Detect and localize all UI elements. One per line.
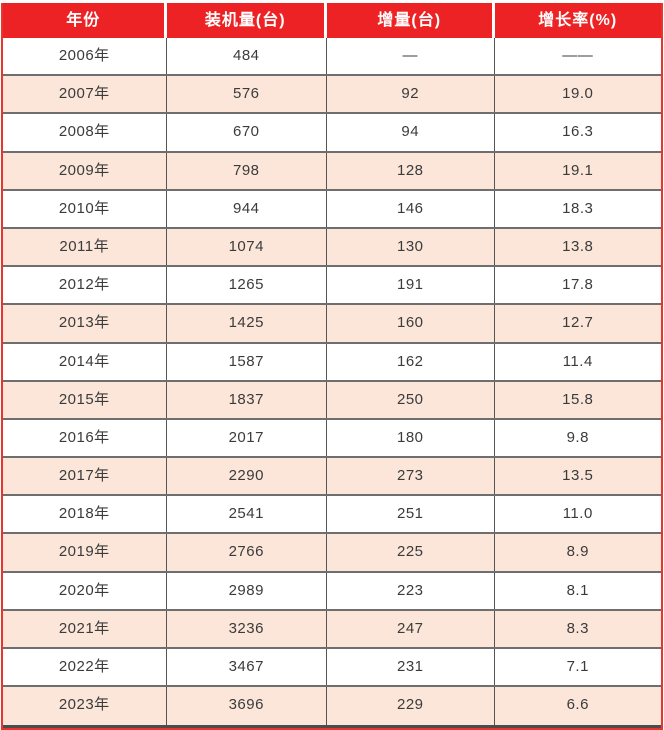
table-row: 2008年 670 94 16.3 [3, 114, 661, 153]
increment-cell: 160 [327, 305, 495, 342]
installed-cell: 3467 [167, 649, 327, 686]
table-frame: 年份 装机量(台) 增量(台) 增长率(%) 2006年 484— —— 2007年 5… [1, 3, 663, 730]
year-cell: 2012年 [3, 267, 167, 304]
increment-cell: 223 [327, 572, 495, 609]
increment-cell: 231 [327, 649, 495, 686]
table-row: 2022年 3467 231 7.1 [3, 649, 661, 688]
growth-cell: 12.7 [562, 314, 594, 332]
year-cell: 2019年 [3, 534, 167, 571]
year-cell: 2021年 [3, 610, 167, 647]
installed-cell: 484 [167, 38, 327, 75]
year-cell: 2023年 [3, 687, 167, 726]
year-cell: 2016年 [3, 419, 167, 457]
table-row: 2016年 2017 180 9.8 [3, 419, 661, 459]
table-row: 2011年 1074 130 13.8 [3, 228, 661, 268]
table-row: 2010年 944 146 18.3 [3, 190, 661, 229]
year-cell: 2020年 [3, 572, 167, 609]
growth-cell: 13.5 [562, 467, 594, 485]
installed-cell: 798 [167, 152, 327, 189]
installed-cell: 2541 [167, 496, 327, 533]
year-cell: 2018年 [3, 496, 167, 533]
growth-cell: 13.8 [562, 237, 594, 255]
table-row: 2009年 798 128 19.1 [3, 152, 661, 191]
installed-cell: 576 [167, 76, 327, 113]
header-growth: 增长率(%) [538, 12, 618, 29]
growth-cell: 19.1 [562, 161, 594, 179]
increment-cell: 191 [327, 267, 495, 304]
increment-cell: — [327, 38, 495, 75]
installed-cell: 1587 [167, 343, 327, 380]
increment-cell: 146 [327, 190, 495, 227]
growth-cell: —— [562, 47, 594, 64]
installed-cell: 3696 [167, 687, 327, 726]
increment-cell: 128 [327, 152, 495, 189]
growth-cell: 15.8 [562, 390, 594, 408]
growth-cell: 18.3 [562, 199, 594, 217]
installed-cell: 1837 [167, 381, 327, 418]
table-row: 2013年 1425 160 12.7 [3, 305, 661, 344]
installed-cell: 3236 [167, 610, 327, 647]
installed-cell: 944 [167, 190, 327, 227]
table-row: 2021年 3236 247 8.3 [3, 610, 661, 649]
increment-cell: 229 [327, 687, 495, 726]
growth-cell: 17.8 [562, 276, 594, 294]
year-cell: 2011年 [3, 228, 167, 266]
installed-cell: 1425 [167, 305, 327, 342]
header-installed: 装机量(台) [167, 3, 327, 38]
increment-cell: 251 [327, 496, 495, 533]
table-row: 2018年 2541 251 11.0 [3, 496, 661, 535]
table-row: 2020年 2989 223 8.1 [3, 572, 661, 611]
growth-cell: 8.3 [566, 619, 589, 637]
year-cell: 2006年 [3, 38, 167, 75]
installed-cell: 2989 [167, 572, 327, 609]
growth-cell: 11.0 [562, 505, 593, 523]
table-row: 2006年 484— —— [3, 38, 661, 77]
header-increment: 增量(台) [327, 3, 495, 38]
header-year: 年份 [3, 3, 167, 38]
year-cell: 2008年 [3, 114, 167, 151]
growth-cell: 11.4 [562, 352, 593, 370]
table-row: 2017年 2290 273 13.5 [3, 458, 661, 497]
year-cell: 2009年 [3, 152, 167, 189]
table-row: 2007年 576 92 19.0 [3, 76, 661, 115]
growth-cell: 19.0 [562, 85, 594, 103]
year-cell: 2007年 [3, 76, 167, 113]
growth-cell: 8.1 [566, 581, 589, 599]
year-cell: 2014年 [3, 343, 167, 380]
growth-cell: 16.3 [562, 123, 594, 141]
installed-cell: 1265 [167, 267, 327, 304]
increment-cell: 273 [327, 458, 495, 495]
increment-cell: 162 [327, 343, 495, 380]
growth-cell: 6.6 [566, 696, 589, 714]
table-row: 2014年 1587 162 11.4 [3, 343, 661, 382]
increment-cell: 92 [327, 76, 495, 113]
data-table: 年份 装机量(台) 增量(台) 增长率(%) 2006年 484— —— 2007年 5… [3, 3, 661, 729]
table-row: 2019年 2766 225 8.9 [3, 534, 661, 573]
increment-cell: 180 [327, 419, 495, 457]
increment-cell: 247 [327, 610, 495, 647]
growth-cell: 8.9 [566, 543, 589, 561]
year-cell: 2017年 [3, 458, 167, 495]
year-cell: 2015年 [3, 381, 167, 418]
table-header: 年份 装机量(台) 增量(台) 增长率(%) [3, 3, 661, 38]
installed-cell: 2766 [167, 534, 327, 571]
increment-cell: 225 [327, 534, 495, 571]
table-row: 2023年 3696 229 6.6 [3, 687, 661, 726]
increment-cell: 130 [327, 228, 495, 266]
increment-cell: 94 [327, 114, 495, 151]
growth-cell: 9.8 [566, 428, 589, 446]
table-body: 2006年 484— —— 2007年 576 92 19.0 2008年 670 94 16.3 2… [3, 38, 661, 726]
growth-cell: 7.1 [566, 658, 589, 675]
installed-cell: 1074 [167, 228, 327, 266]
table-row: 2012年 1265 191 17.8 [3, 267, 661, 306]
table-row: 2015年 1837 250 15.8 [3, 381, 661, 420]
year-cell: 2013年 [3, 305, 167, 342]
year-cell: 2010年 [3, 190, 167, 227]
installed-cell: 670 [167, 114, 327, 151]
installed-cell: 2017 [167, 419, 327, 457]
year-cell: 2022年 [3, 649, 167, 686]
increment-cell: 250 [327, 381, 495, 418]
installed-cell: 2290 [167, 458, 327, 495]
